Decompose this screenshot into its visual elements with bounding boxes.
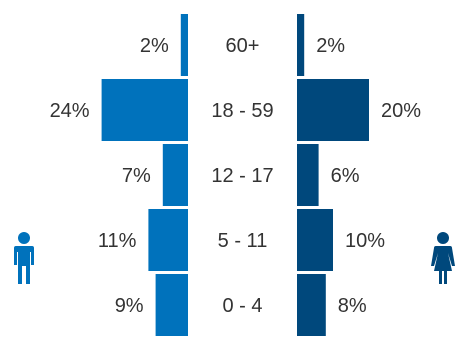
left-bar <box>101 79 188 141</box>
left-bar <box>148 209 188 271</box>
right-value-label: 8% <box>338 295 367 317</box>
left-bar <box>155 274 188 336</box>
right-bar <box>297 79 369 141</box>
right-bar <box>297 14 305 76</box>
labels-layer: 2% 2% 60+ 24% 20% 18 - 59 7% 6% 12 - 17 11% 10% 5 -… <box>50 35 422 317</box>
left-value-label: 24% <box>50 100 90 122</box>
right-series-bars <box>297 14 369 336</box>
right-value-label: 2% <box>316 35 345 57</box>
right-bar <box>297 274 326 336</box>
right-value-label: 10% <box>345 230 385 252</box>
right-bar <box>297 209 333 271</box>
right-value-label: 20% <box>381 100 421 122</box>
left-value-label: 9% <box>115 295 144 317</box>
category-label: 12 - 17 <box>211 165 273 187</box>
category-label: 5 - 11 <box>218 230 268 252</box>
category-label: 60+ <box>226 35 260 57</box>
left-value-label: 7% <box>122 165 151 187</box>
left-series-bars <box>101 14 188 336</box>
left-bar <box>162 144 188 206</box>
category-label: 18 - 59 <box>211 100 273 122</box>
male-person-icon <box>14 232 34 284</box>
right-value-label: 6% <box>331 165 360 187</box>
right-bar <box>297 144 319 206</box>
left-value-label: 2% <box>140 35 169 57</box>
category-label: 0 - 4 <box>222 295 262 317</box>
left-value-label: 11% <box>98 230 137 252</box>
left-bar <box>180 14 188 76</box>
female-person-icon <box>431 232 455 284</box>
